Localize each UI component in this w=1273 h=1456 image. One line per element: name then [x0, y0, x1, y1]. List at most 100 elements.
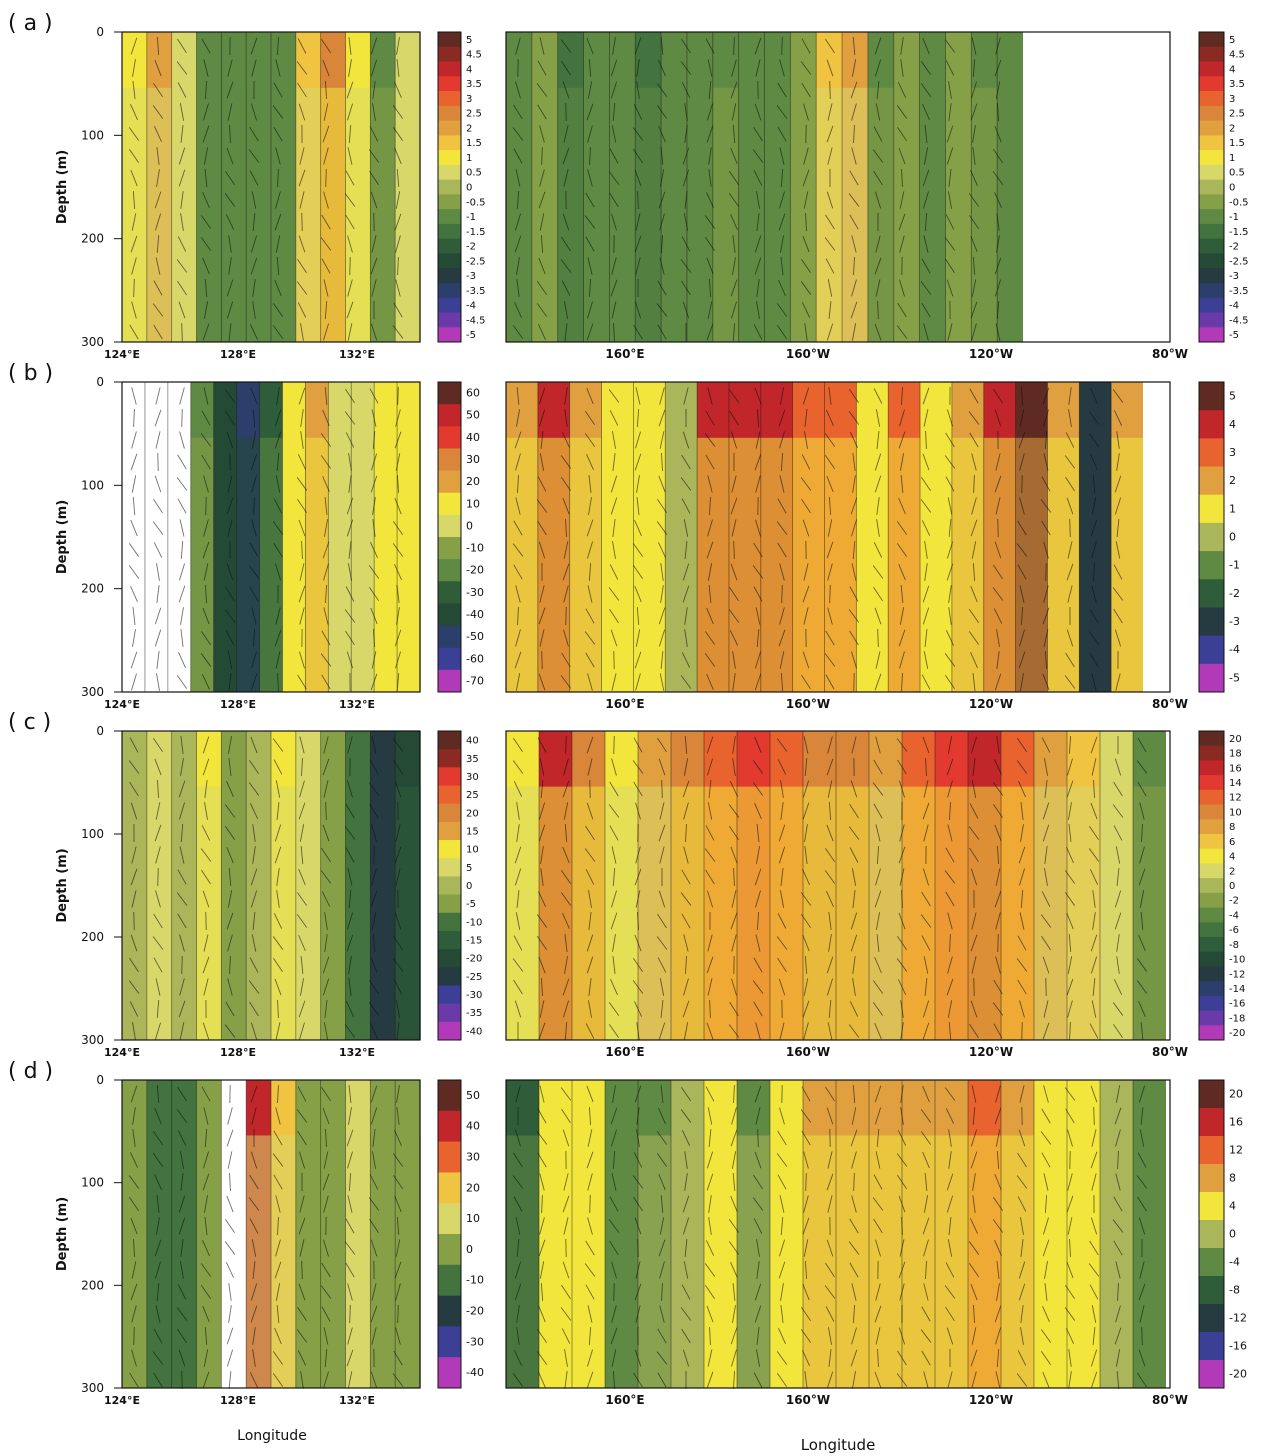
panel-a-right-arrow: [708, 81, 712, 99]
panel-c-right-arrow: [1116, 868, 1120, 886]
panel-c-right-arrow: [514, 846, 522, 864]
panel-a-left-arrow: [180, 125, 184, 143]
panel-d-left-arrow: [133, 1238, 135, 1258]
panel-c-right-arrow: [611, 758, 617, 776]
panel-a-right-arrow: [946, 147, 954, 165]
panel-c-right-arrow: [780, 780, 784, 798]
panel-d-right-arrow: [1091, 1305, 1097, 1323]
panel-d-right-arrow: [589, 1194, 591, 1214]
panel-b-right-arrow: [877, 628, 879, 648]
panel-c-right-arrow: [921, 891, 931, 907]
panel-c-right-arrow: [777, 957, 787, 973]
panel-c-left-arrow: [396, 1022, 400, 1040]
panel-b-right-arrow: [780, 673, 784, 691]
panel-a-right-arrow: [732, 125, 736, 143]
panel-a-right-arrow: [536, 281, 548, 295]
panel-d-right-arrow: [780, 1305, 784, 1323]
panel-c-left-arrow: [370, 890, 378, 908]
panel-d-right-arrow: [1137, 1372, 1147, 1388]
panel-c-right-arrow: [729, 825, 739, 841]
panel-b-right-arrow: [706, 673, 714, 691]
panel-a-right-arrow: [923, 235, 929, 253]
panel-c-right-arrow: [635, 846, 641, 864]
panel-b-right-colorbar-label: -1: [1229, 559, 1240, 572]
panel-c-left-arrow: [155, 1022, 161, 1040]
panel-c-right-arrow: [777, 913, 787, 929]
panel-c-right-arrow: [899, 780, 905, 798]
panel-a-right-arrow: [921, 302, 931, 318]
panel-c-right-arrow: [1089, 869, 1099, 885]
panel-d-right-arrow: [778, 1328, 786, 1344]
panel-b-right-arrow: [659, 673, 665, 691]
panel-c-right-arrow: [804, 956, 808, 974]
panel-a-left-arrow: [204, 81, 208, 99]
panel-b-right-arrow: [586, 387, 594, 405]
panel-a-right-colorbar-label: -3: [1229, 271, 1239, 282]
panel-d-left-arrow: [177, 1284, 187, 1300]
panel-b-left-arrow: [321, 674, 331, 690]
panel-c-left-cell-deep: [395, 786, 421, 1040]
panel-d-right-arrow: [1018, 1283, 1026, 1301]
panel-d-left-arrow: [226, 1349, 234, 1367]
panel-a-left-arrow: [368, 149, 380, 163]
panel-b-right-arrow: [539, 629, 545, 647]
panel-d-right-arrow: [561, 1328, 571, 1344]
panel-b-right-arrow: [755, 475, 761, 493]
panel-c-right-arrow: [658, 758, 666, 776]
panel-c-right-arrow: [633, 957, 643, 973]
panel-a-right-arrow: [611, 125, 617, 143]
panel-c-right-arrow: [946, 978, 954, 996]
panel-c-right-arrow: [824, 870, 836, 884]
panel-a-right-arrow: [680, 61, 692, 75]
panel-d-left-colorbar-label: 40: [466, 1120, 480, 1133]
panel-d-right-arrow: [992, 1219, 1004, 1233]
panel-b-right-arrow: [778, 409, 786, 427]
panel-c-right-arrow: [1138, 1000, 1146, 1018]
panel-a-left-arrow: [274, 213, 282, 231]
panel-d-right-arrow: [754, 1085, 762, 1103]
panel-a-left-arrow: [202, 125, 210, 143]
panel-a-right-arrow: [756, 213, 760, 231]
panel-b-right-arrow: [588, 497, 592, 515]
panel-c-right-arrow: [658, 824, 666, 842]
panel-c-right-arrow: [537, 737, 547, 753]
panel-b-right-arrow: [920, 499, 932, 513]
panel-d-left-arrow: [180, 1239, 184, 1257]
panel-b-right-arrow: [802, 387, 810, 405]
panel-a-left-arrow: [226, 301, 234, 319]
panel-c-left-arrow: [372, 934, 376, 952]
panel-a-right-arrow: [563, 301, 569, 319]
panel-b-right-arrow: [563, 629, 569, 647]
panel-a-left-colorbar-label: 5: [466, 35, 472, 46]
panel-c-right-arrow: [803, 1022, 809, 1040]
panel-a-right-arrow: [850, 81, 858, 99]
panel-a-right-cell-deep: [893, 87, 921, 342]
panel-c-right-colorbar-label: -10: [1229, 955, 1245, 966]
panel-a-right-arrow: [779, 59, 785, 77]
panel-d-left-arrow: [297, 1306, 307, 1322]
panel-d-left-cell-deep: [370, 1135, 396, 1388]
panel-b-left-colorbar-label: 10: [466, 497, 480, 510]
panel-a-left-arrow: [176, 61, 188, 75]
panel-d-right-arrow: [660, 1085, 664, 1103]
panel-d-right-arrow: [634, 1085, 642, 1103]
panel-d-right-arrow: [851, 1327, 857, 1345]
panel-b-right-arrow: [994, 541, 1002, 559]
panel-a-right-arrow: [944, 237, 956, 251]
panel-d-left-arrow: [252, 1349, 256, 1367]
panel-d-left-colorbar-label: -10: [466, 1274, 484, 1287]
panel-c-left-arrow: [393, 759, 403, 775]
panel-d-right-colorbar-swatch: [1199, 1136, 1224, 1165]
panel-b-left-arrow: [297, 498, 307, 514]
panel-d-right-arrow: [512, 1373, 524, 1387]
panel-b-right-arrow: [1043, 453, 1049, 471]
panel-c-left-arrow: [156, 1000, 160, 1018]
panel-a-right-colorbar-swatch: [1199, 194, 1224, 210]
panel-c-right-arrow: [1115, 846, 1121, 864]
panel-d-right-arrow: [873, 1174, 883, 1190]
panel-b-right-arrow: [512, 543, 524, 557]
panel-c-left-arrow: [275, 1022, 281, 1040]
panel-d-right-arrow: [684, 1239, 688, 1257]
panel-d-right-arrow: [1017, 1152, 1027, 1168]
panel-b-right-arrow: [609, 410, 619, 426]
